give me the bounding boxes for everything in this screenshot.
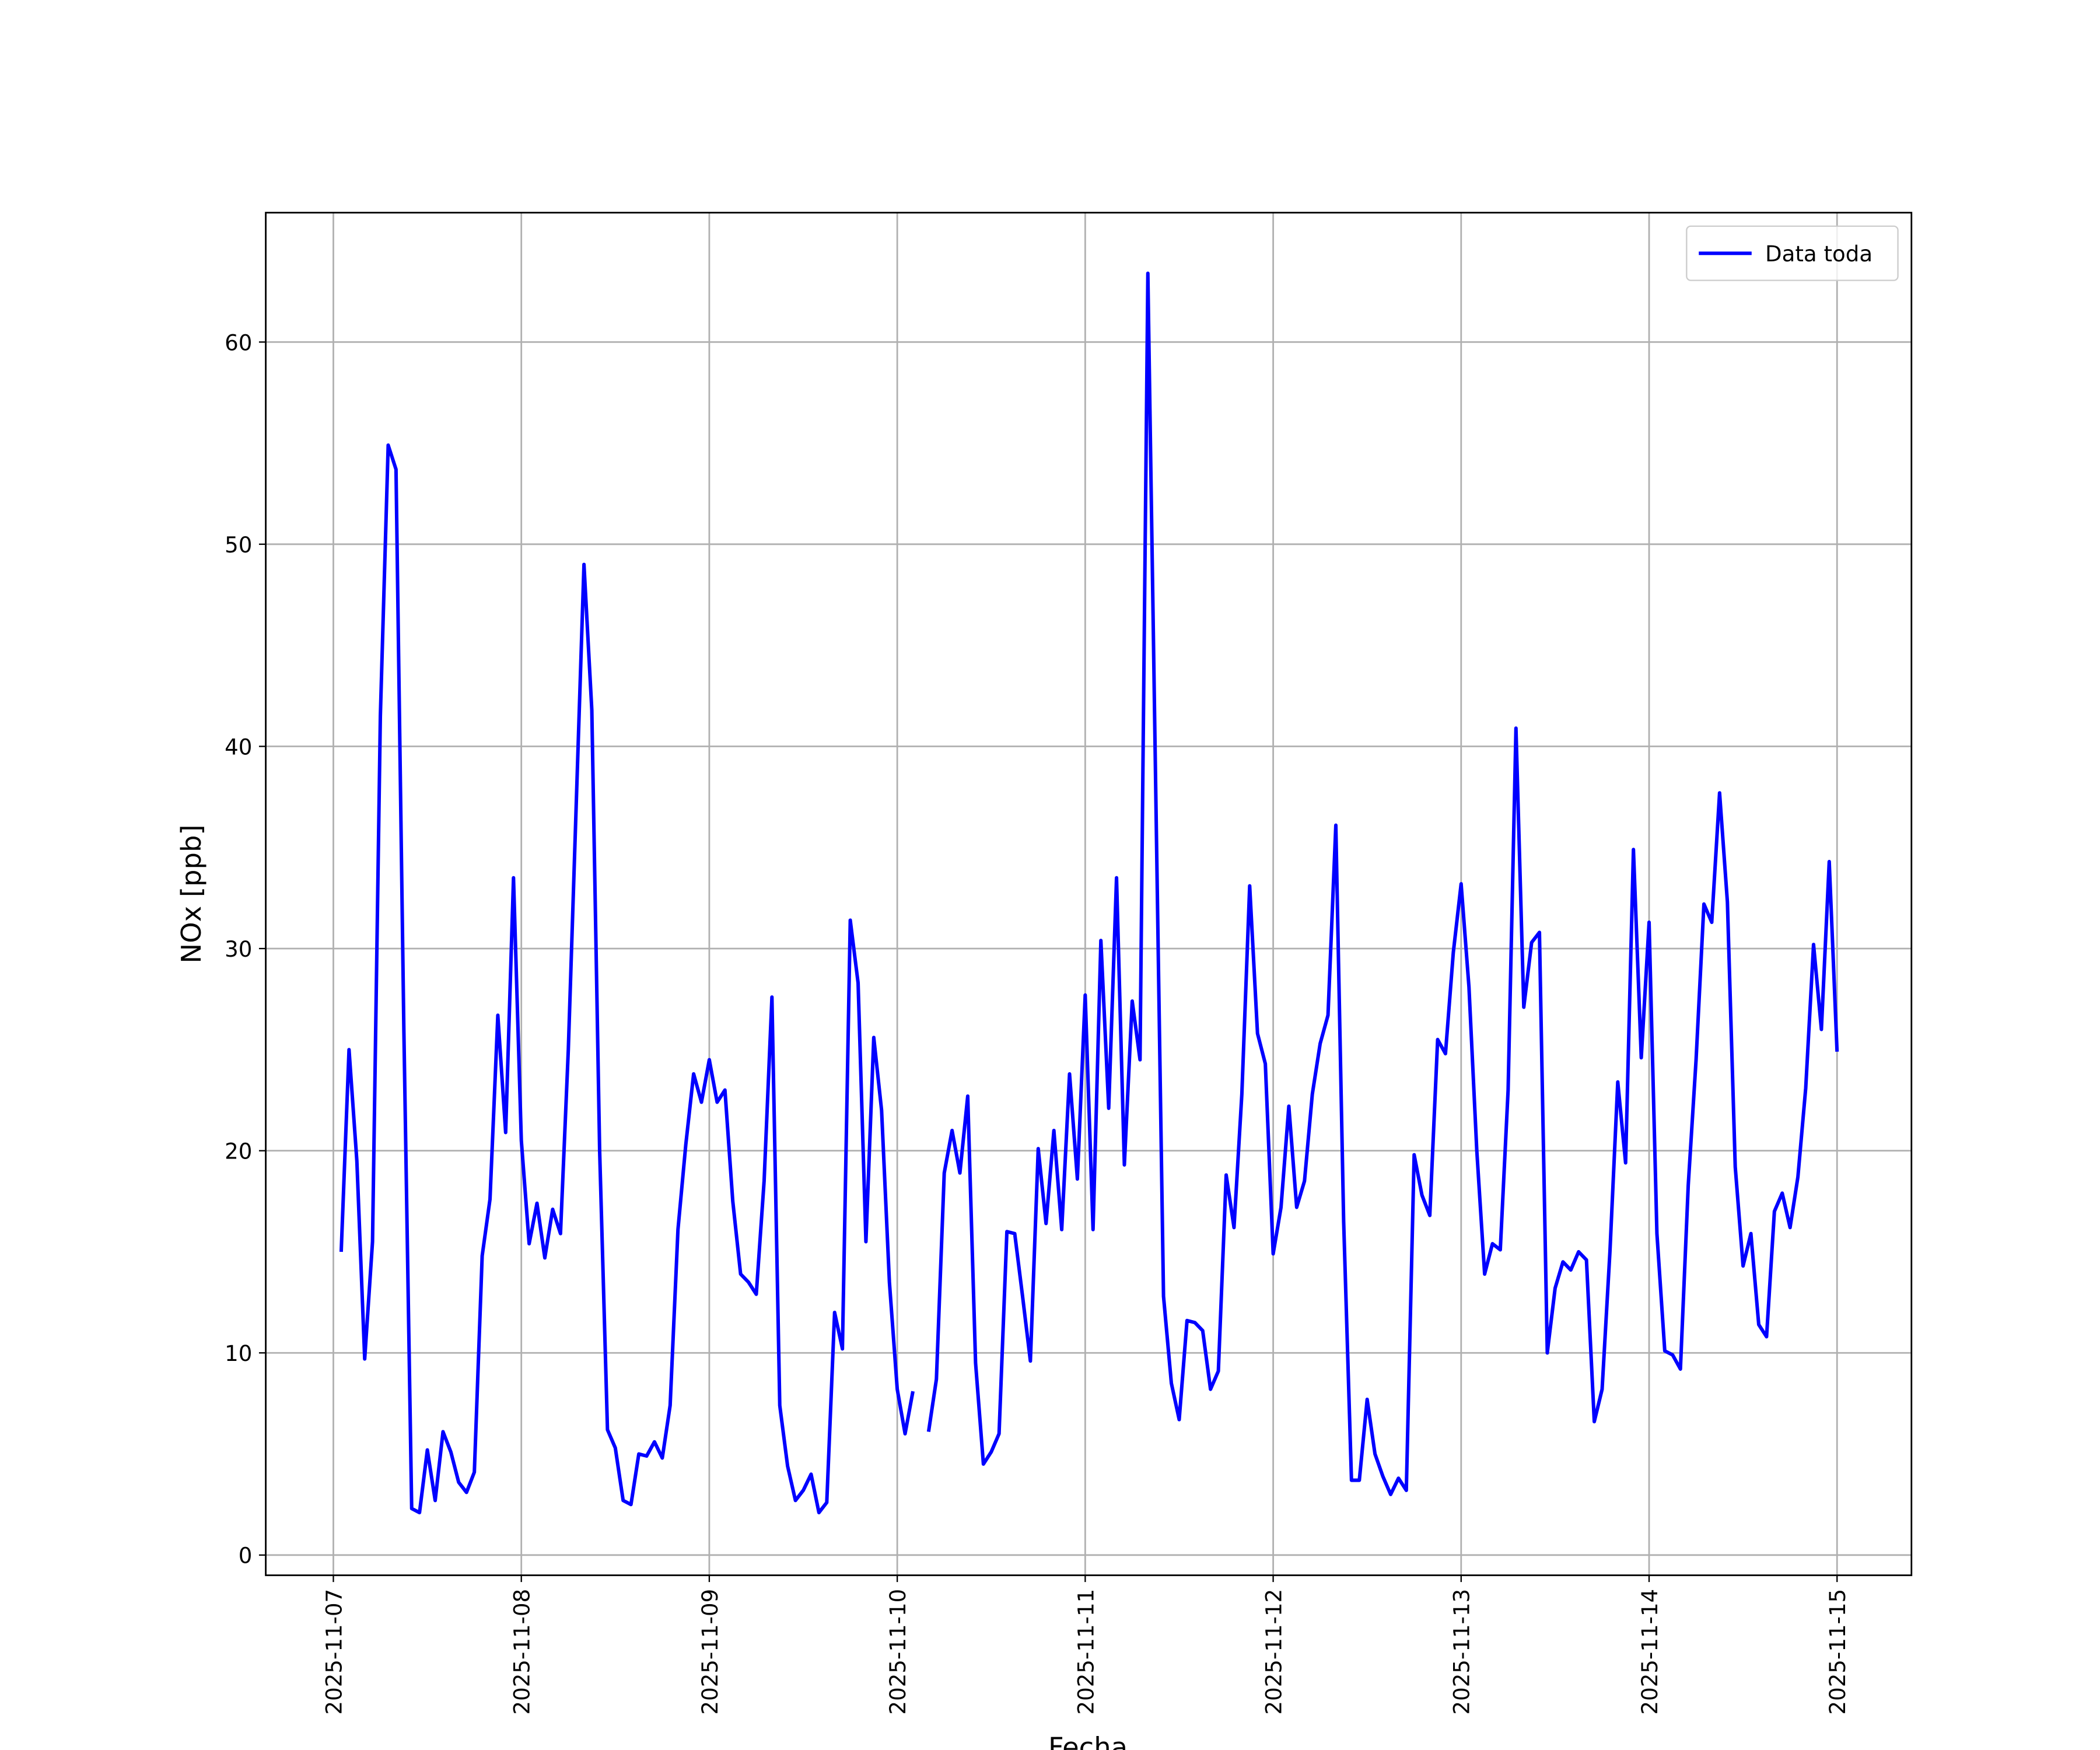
x-tick-label: 2025-11-11: [1073, 1589, 1098, 1715]
y-tick-label: 40: [225, 734, 252, 760]
y-tick-label: 60: [225, 330, 252, 355]
y-tick-label: 50: [225, 533, 252, 558]
plot-frame: [265, 212, 1913, 1576]
x-tick-label: 2025-11-13: [1450, 1589, 1475, 1715]
y-tick-label: 30: [225, 937, 252, 962]
x-tick-label: 2025-11-15: [1825, 1589, 1850, 1715]
y-tick-label: 20: [225, 1139, 252, 1164]
legend-box: [1686, 225, 1899, 281]
legend-label: Data toda: [1765, 242, 1873, 267]
x-tick-label: 2025-11-09: [698, 1589, 723, 1715]
x-tick-label: 2025-11-08: [510, 1589, 535, 1715]
x-tick-label: 2025-11-07: [321, 1589, 346, 1715]
y-tick-label: 0: [239, 1544, 253, 1569]
x-tick-label: 2025-11-12: [1262, 1589, 1287, 1715]
x-tick-label: 2025-11-14: [1637, 1589, 1662, 1715]
y-axis-label: NOx [ppb]: [176, 824, 207, 963]
legend: Data toda: [1686, 225, 1899, 281]
x-axis-label: Fecha: [1048, 1732, 1128, 1750]
y-tick-label: 10: [225, 1341, 252, 1366]
x-tick-label: 2025-11-10: [886, 1589, 911, 1715]
data-line: [339, 271, 1839, 1515]
